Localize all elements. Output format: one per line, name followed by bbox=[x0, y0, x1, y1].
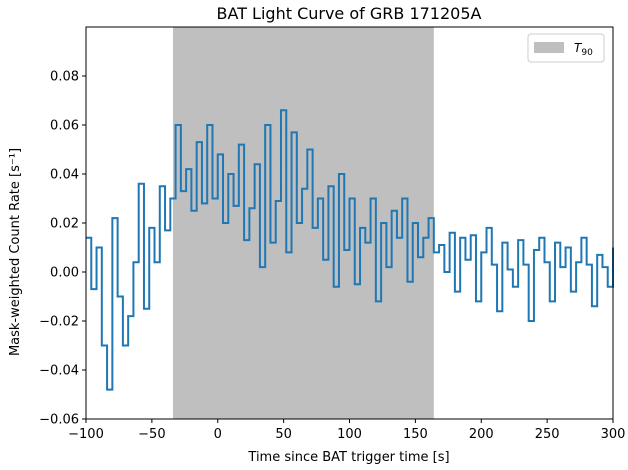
y-tick-label: 0.04 bbox=[50, 168, 79, 183]
x-tick-label: 250 bbox=[535, 427, 560, 442]
y-tick-label: 0.00 bbox=[50, 266, 79, 281]
x-tick-label: 50 bbox=[275, 427, 292, 442]
y-tick-label: 0.08 bbox=[50, 70, 79, 85]
series-line-0 bbox=[86, 109, 614, 391]
t90-shaded-region bbox=[172, 27, 434, 419]
y-tick-label: −0.04 bbox=[39, 364, 79, 379]
legend-swatch bbox=[534, 42, 564, 53]
y-axis: −0.06 −0.04 −0.02 0.00 0.02 0.04 0.06 0.08 bbox=[39, 70, 86, 428]
x-tick-label: 200 bbox=[469, 427, 494, 442]
x-tick-label: −50 bbox=[138, 427, 165, 442]
legend-label: T90 bbox=[574, 41, 593, 58]
y-tick-label: −0.06 bbox=[39, 413, 79, 428]
x-tick-label: 300 bbox=[601, 427, 626, 442]
x-tick-label: 0 bbox=[214, 427, 222, 442]
y-tick-label: 0.06 bbox=[50, 119, 79, 134]
x-axis-label: Time since BAT trigger time [s] bbox=[247, 450, 449, 465]
y-axis-label: Mask-weighted Count Rate [s⁻¹] bbox=[8, 148, 23, 356]
x-tick-label: −100 bbox=[68, 427, 104, 442]
series-group bbox=[86, 109, 614, 391]
x-axis: −100 −50 0 50 100 150 200 250 300 bbox=[68, 419, 625, 442]
x-tick-label: 150 bbox=[403, 427, 428, 442]
y-tick-label: −0.02 bbox=[39, 315, 79, 330]
x-tick-label: 100 bbox=[337, 427, 362, 442]
y-tick-label: 0.02 bbox=[50, 217, 79, 232]
legend: T90 bbox=[527, 33, 605, 63]
legend-box bbox=[527, 33, 605, 63]
chart-title: BAT Light Curve of GRB 171205A bbox=[217, 4, 482, 23]
